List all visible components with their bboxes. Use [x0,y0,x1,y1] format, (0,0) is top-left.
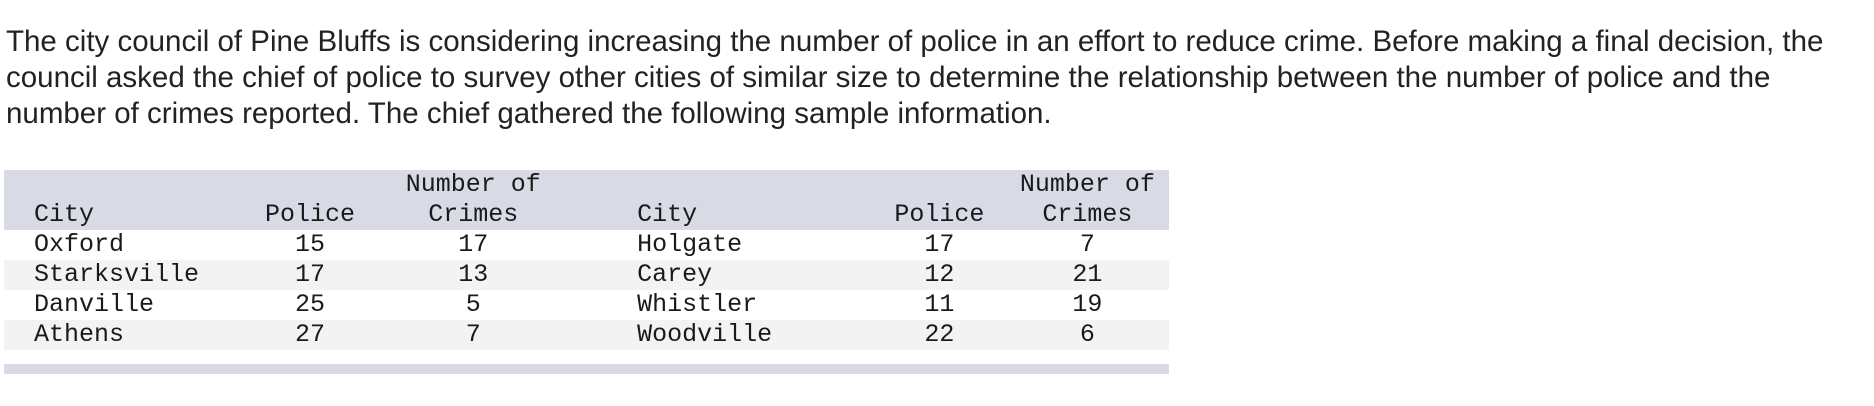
cell-city: Woodville [637,320,773,349]
cell-city: Holgate [637,230,743,259]
table-footer-bar [4,364,1169,374]
cell-city: Danville [34,290,155,319]
cell-crimes: 5 [465,290,481,319]
cell-city: Whistler [637,290,758,319]
header-police-right: Police [894,200,985,229]
cell-police: 17 [924,230,955,259]
table-header-row: City Police Number of Crimes City Police… [4,170,1169,230]
cell-crimes: 6 [1079,320,1095,349]
cell-crimes: 21 [1072,260,1103,289]
cell-crimes: 17 [458,230,489,259]
cell-police: 15 [295,230,326,259]
header-city-right: City [637,200,698,229]
cell-city: Carey [637,260,713,289]
cell-police: 17 [295,260,326,289]
cell-police: 11 [924,290,955,319]
header-city-left: City [34,200,95,229]
cell-crimes: 13 [458,260,489,289]
header-police-left: Police [265,200,356,229]
cell-crimes: 7 [1079,230,1095,259]
table-row: Oxford 15 17 Holgate 17 7 [4,230,1169,260]
cell-police: 22 [924,320,955,349]
cell-city: Oxford [34,230,125,259]
cell-city: Starksville [34,260,200,289]
police-crime-table: City Police Number of Crimes City Police… [4,170,1169,350]
header-crimes-right: Number of Crimes [1019,170,1155,229]
cell-police: 27 [295,320,326,349]
header-crimes-left: Number of Crimes [405,170,541,229]
cell-city: Athens [34,320,125,349]
cell-crimes: 19 [1072,290,1103,319]
problem-statement: The city council of Pine Bluffs is consi… [6,25,1824,130]
table-row: Athens 27 7 Woodville 22 6 [4,320,1169,350]
table-row: Danville 25 5 Whistler 11 19 [4,290,1169,320]
cell-police: 12 [924,260,955,289]
cell-crimes: 7 [465,320,481,349]
table-row: Starksville 17 13 Carey 12 21 [4,260,1169,290]
cell-police: 25 [295,290,326,319]
